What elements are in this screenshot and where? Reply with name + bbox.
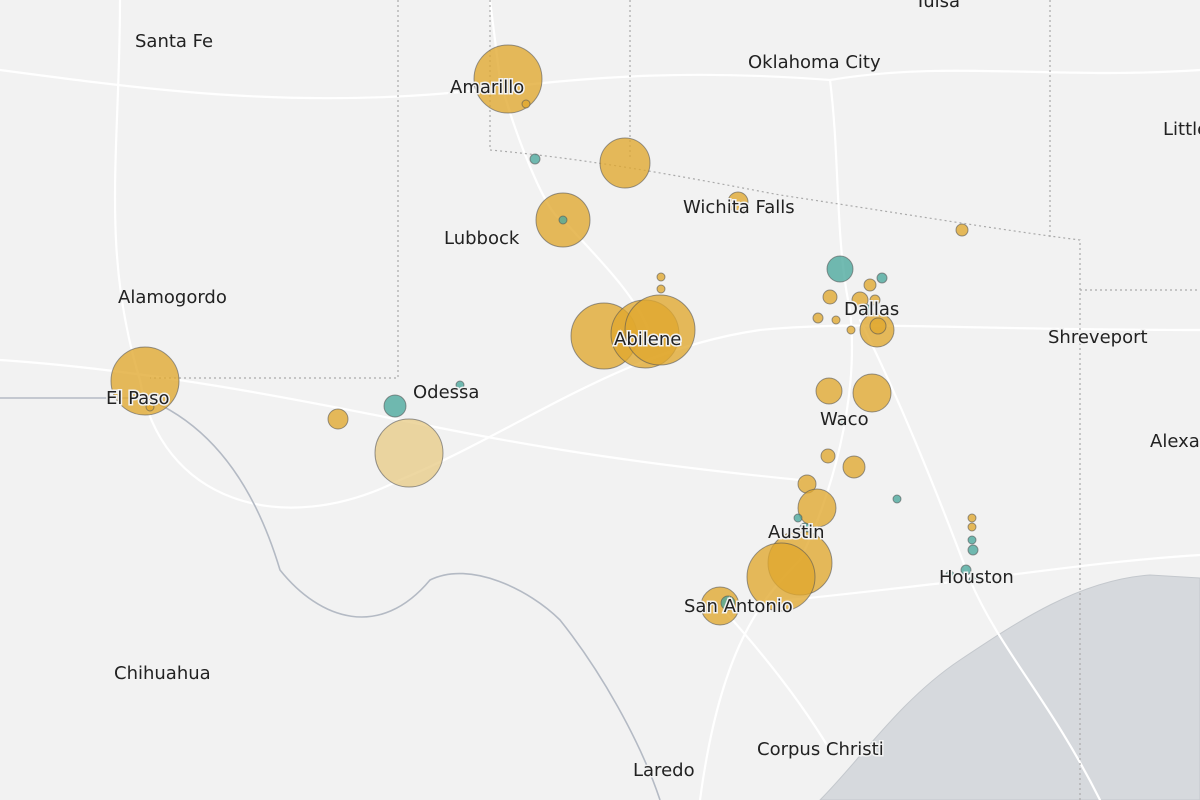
gulf xyxy=(819,574,1200,800)
city-label: Shreveport xyxy=(1048,327,1148,348)
bubble xyxy=(720,595,736,611)
bubble xyxy=(852,373,892,413)
bubble xyxy=(955,223,969,237)
bubble xyxy=(797,488,837,528)
city-label: Laredo xyxy=(633,760,695,781)
bubble xyxy=(383,394,407,418)
bubble xyxy=(892,494,902,504)
bubble xyxy=(876,272,888,284)
bubble xyxy=(656,284,666,294)
city-label: Alexandria xyxy=(1150,431,1200,452)
bubble xyxy=(968,575,978,585)
bubble xyxy=(793,513,803,523)
bubble xyxy=(822,289,838,305)
city-label: El Paso xyxy=(106,388,170,409)
bubble xyxy=(327,408,349,430)
bubble xyxy=(727,191,749,213)
bubble xyxy=(145,402,155,412)
bubble xyxy=(831,315,841,325)
bubble xyxy=(869,294,881,306)
bubble xyxy=(960,564,972,576)
city-label: Waco xyxy=(820,409,869,430)
city-label: Little Rock xyxy=(1163,119,1200,140)
city-label: Alamogordo xyxy=(118,287,227,308)
city-label: San Antonio xyxy=(684,596,793,617)
bubble xyxy=(846,325,856,335)
city-label: Corpus Christi xyxy=(757,739,884,760)
city-label: Abilene xyxy=(614,329,681,350)
labels: Tulsa Santa Fe Oklahoma City Amarillo Li… xyxy=(105,0,1200,783)
bubble xyxy=(110,346,180,416)
bubble xyxy=(812,312,824,324)
city-label: Lubbock xyxy=(444,228,520,249)
city-label: Austin xyxy=(768,522,825,543)
bubble xyxy=(869,317,887,335)
state-borders xyxy=(150,0,1200,800)
bubble xyxy=(473,44,543,114)
bubble xyxy=(945,570,955,580)
city-label: Tulsa xyxy=(914,0,960,12)
bubble xyxy=(967,535,977,545)
bubble xyxy=(967,544,979,556)
bubble xyxy=(815,377,843,405)
border-mexico xyxy=(0,397,661,800)
city-label: Chihuahua xyxy=(114,663,211,684)
city-label: Dallas xyxy=(844,299,899,320)
bubble xyxy=(820,448,836,464)
bubble xyxy=(599,137,651,189)
bubble xyxy=(374,418,444,488)
bubble xyxy=(967,513,977,523)
bubbles xyxy=(110,44,979,626)
city-label: Houston xyxy=(939,567,1014,588)
city-label: Odessa xyxy=(413,382,479,403)
bubble xyxy=(863,278,877,292)
bubble xyxy=(838,415,848,425)
bubble xyxy=(558,215,568,225)
bubble xyxy=(967,522,977,532)
bubble xyxy=(858,303,872,317)
bubble xyxy=(455,380,465,390)
city-label: Wichita Falls xyxy=(683,197,795,218)
city-label: Santa Fe xyxy=(135,31,213,52)
bubble xyxy=(529,153,541,165)
bubble xyxy=(842,455,866,479)
bubble xyxy=(656,272,666,282)
city-label: Amarillo xyxy=(450,77,524,98)
bubble xyxy=(521,99,531,109)
city-label: Oklahoma City xyxy=(748,52,881,73)
bubble xyxy=(624,294,696,366)
bubble xyxy=(826,255,854,283)
bubble xyxy=(746,542,816,612)
